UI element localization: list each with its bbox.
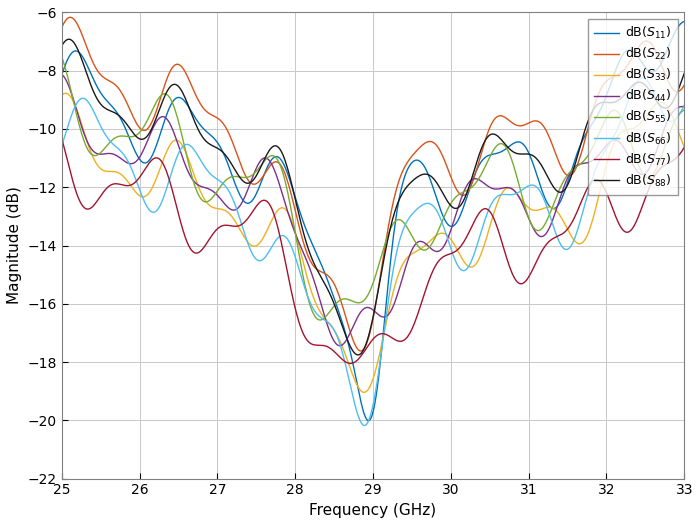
$\mathrm{dB}(S_{88})$ xyxy=(397,193,405,199)
$\mathrm{dB}(S_{33})$ xyxy=(570,237,579,244)
$\mathrm{dB}(S_{11})$ xyxy=(365,417,373,424)
$\mathrm{dB}(S_{22})$ xyxy=(680,82,689,88)
$\mathrm{dB}(S_{88})$ xyxy=(668,100,676,107)
$\mathrm{dB}(S_{88})$ xyxy=(356,351,364,358)
Legend: $\mathrm{dB}(S_{11})$, $\mathrm{dB}(S_{22})$, $\mathrm{dB}(S_{33})$, $\mathrm{dB: $\mathrm{dB}(S_{11})$, $\mathrm{dB}(S_{2… xyxy=(588,19,678,195)
$\mathrm{dB}(S_{88})$ xyxy=(354,352,363,358)
$\mathrm{dB}(S_{22})$ xyxy=(397,172,405,178)
$\mathrm{dB}(S_{55})$ xyxy=(57,54,66,60)
$\mathrm{dB}(S_{77})$ xyxy=(354,355,363,362)
$\mathrm{dB}(S_{55})$ xyxy=(316,317,324,323)
Line: $\mathrm{dB}(S_{66})$: $\mathrm{dB}(S_{66})$ xyxy=(62,78,685,425)
$\mathrm{dB}(S_{77})$ xyxy=(358,351,367,357)
$\mathrm{dB}(S_{11})$ xyxy=(357,400,365,406)
$\mathrm{dB}(S_{33})$ xyxy=(397,265,405,271)
$\mathrm{dB}(S_{77})$ xyxy=(569,217,577,223)
$\mathrm{dB}(S_{44})$ xyxy=(358,307,367,313)
$\mathrm{dB}(S_{77})$ xyxy=(57,135,66,142)
$\mathrm{dB}(S_{88})$ xyxy=(57,43,66,49)
$\mathrm{dB}(S_{11})$ xyxy=(666,38,675,45)
$\mathrm{dB}(S_{33})$ xyxy=(358,388,367,395)
Line: $\mathrm{dB}(S_{88})$: $\mathrm{dB}(S_{88})$ xyxy=(62,39,685,355)
$\mathrm{dB}(S_{66})$ xyxy=(354,411,362,417)
$\mathrm{dB}(S_{33})$ xyxy=(430,234,439,240)
$\mathrm{dB}(S_{88})$ xyxy=(570,163,579,170)
$\mathrm{dB}(S_{66})$ xyxy=(360,422,369,428)
$\mathrm{dB}(S_{66})$ xyxy=(668,118,676,124)
$\mathrm{dB}(S_{55})$ xyxy=(354,300,363,306)
$\mathrm{dB}(S_{55})$ xyxy=(429,238,438,244)
Line: $\mathrm{dB}(S_{44})$: $\mathrm{dB}(S_{44})$ xyxy=(62,75,685,346)
$\mathrm{dB}(S_{11})$ xyxy=(680,18,689,25)
Line: $\mathrm{dB}(S_{55})$: $\mathrm{dB}(S_{55})$ xyxy=(62,57,685,320)
Line: $\mathrm{dB}(S_{33})$: $\mathrm{dB}(S_{33})$ xyxy=(62,93,685,392)
$\mathrm{dB}(S_{44})$ xyxy=(429,247,438,254)
$\mathrm{dB}(S_{44})$ xyxy=(666,112,675,118)
$\mathrm{dB}(S_{11})$ xyxy=(395,192,404,198)
$\mathrm{dB}(S_{11})$ xyxy=(429,186,438,192)
$\mathrm{dB}(S_{33})$ xyxy=(354,385,363,391)
$\mathrm{dB}(S_{88})$ xyxy=(65,36,74,43)
$\mathrm{dB}(S_{77})$ xyxy=(395,338,404,344)
$\mathrm{dB}(S_{22})$ xyxy=(430,140,439,146)
$\mathrm{dB}(S_{77})$ xyxy=(680,144,689,151)
Y-axis label: Magnitude (dB): Magnitude (dB) xyxy=(7,186,22,304)
$\mathrm{dB}(S_{22})$ xyxy=(360,346,368,352)
$\mathrm{dB}(S_{66})$ xyxy=(429,203,438,209)
$\mathrm{dB}(S_{77})$ xyxy=(346,360,354,366)
Line: $\mathrm{dB}(S_{77})$: $\mathrm{dB}(S_{77})$ xyxy=(62,139,685,363)
$\mathrm{dB}(S_{33})$ xyxy=(57,92,66,99)
$\mathrm{dB}(S_{22})$ xyxy=(354,347,363,353)
$\mathrm{dB}(S_{22})$ xyxy=(668,85,676,91)
$\mathrm{dB}(S_{44})$ xyxy=(680,103,689,110)
$\mathrm{dB}(S_{22})$ xyxy=(570,168,579,174)
$\mathrm{dB}(S_{55})$ xyxy=(569,166,577,172)
$\mathrm{dB}(S_{66})$ xyxy=(569,238,577,245)
$\mathrm{dB}(S_{66})$ xyxy=(638,75,646,81)
$\mathrm{dB}(S_{33})$ xyxy=(668,112,676,118)
$\mathrm{dB}(S_{22})$ xyxy=(357,348,365,354)
$\mathrm{dB}(S_{44})$ xyxy=(569,165,577,172)
$\mathrm{dB}(S_{66})$ xyxy=(357,419,365,426)
$\mathrm{dB}(S_{77})$ xyxy=(429,266,438,272)
$\mathrm{dB}(S_{33})$ xyxy=(360,389,368,395)
Line: $\mathrm{dB}(S_{11})$: $\mathrm{dB}(S_{11})$ xyxy=(62,22,685,421)
$\mathrm{dB}(S_{55})$ xyxy=(666,128,675,134)
$\mathrm{dB}(S_{66})$ xyxy=(395,236,404,243)
$\mathrm{dB}(S_{55})$ xyxy=(358,298,367,304)
$\mathrm{dB}(S_{77})$ xyxy=(666,159,675,165)
$\mathrm{dB}(S_{55})$ xyxy=(680,107,689,113)
$\mathrm{dB}(S_{11})$ xyxy=(354,382,362,388)
$\mathrm{dB}(S_{66})$ xyxy=(680,102,689,109)
$\mathrm{dB}(S_{66})$ xyxy=(57,142,66,149)
$\mathrm{dB}(S_{11})$ xyxy=(57,72,66,78)
$\mathrm{dB}(S_{55})$ xyxy=(395,217,404,223)
$\mathrm{dB}(S_{44})$ xyxy=(354,312,363,318)
$\mathrm{dB}(S_{88})$ xyxy=(360,346,368,353)
$\mathrm{dB}(S_{22})$ xyxy=(66,14,75,20)
$\mathrm{dB}(S_{44})$ xyxy=(57,71,66,78)
$\mathrm{dB}(S_{88})$ xyxy=(430,177,439,183)
$\mathrm{dB}(S_{11})$ xyxy=(569,162,577,168)
$\mathrm{dB}(S_{33})$ xyxy=(680,144,689,150)
$\mathrm{dB}(S_{88})$ xyxy=(680,70,689,76)
X-axis label: Frequency (GHz): Frequency (GHz) xyxy=(309,503,437,518)
Line: $\mathrm{dB}(S_{22})$: $\mathrm{dB}(S_{22})$ xyxy=(62,17,685,351)
$\mathrm{dB}(S_{44})$ xyxy=(336,343,344,349)
$\mathrm{dB}(S_{33})$ xyxy=(62,90,70,97)
$\mathrm{dB}(S_{44})$ xyxy=(395,284,404,290)
$\mathrm{dB}(S_{22})$ xyxy=(57,25,66,31)
